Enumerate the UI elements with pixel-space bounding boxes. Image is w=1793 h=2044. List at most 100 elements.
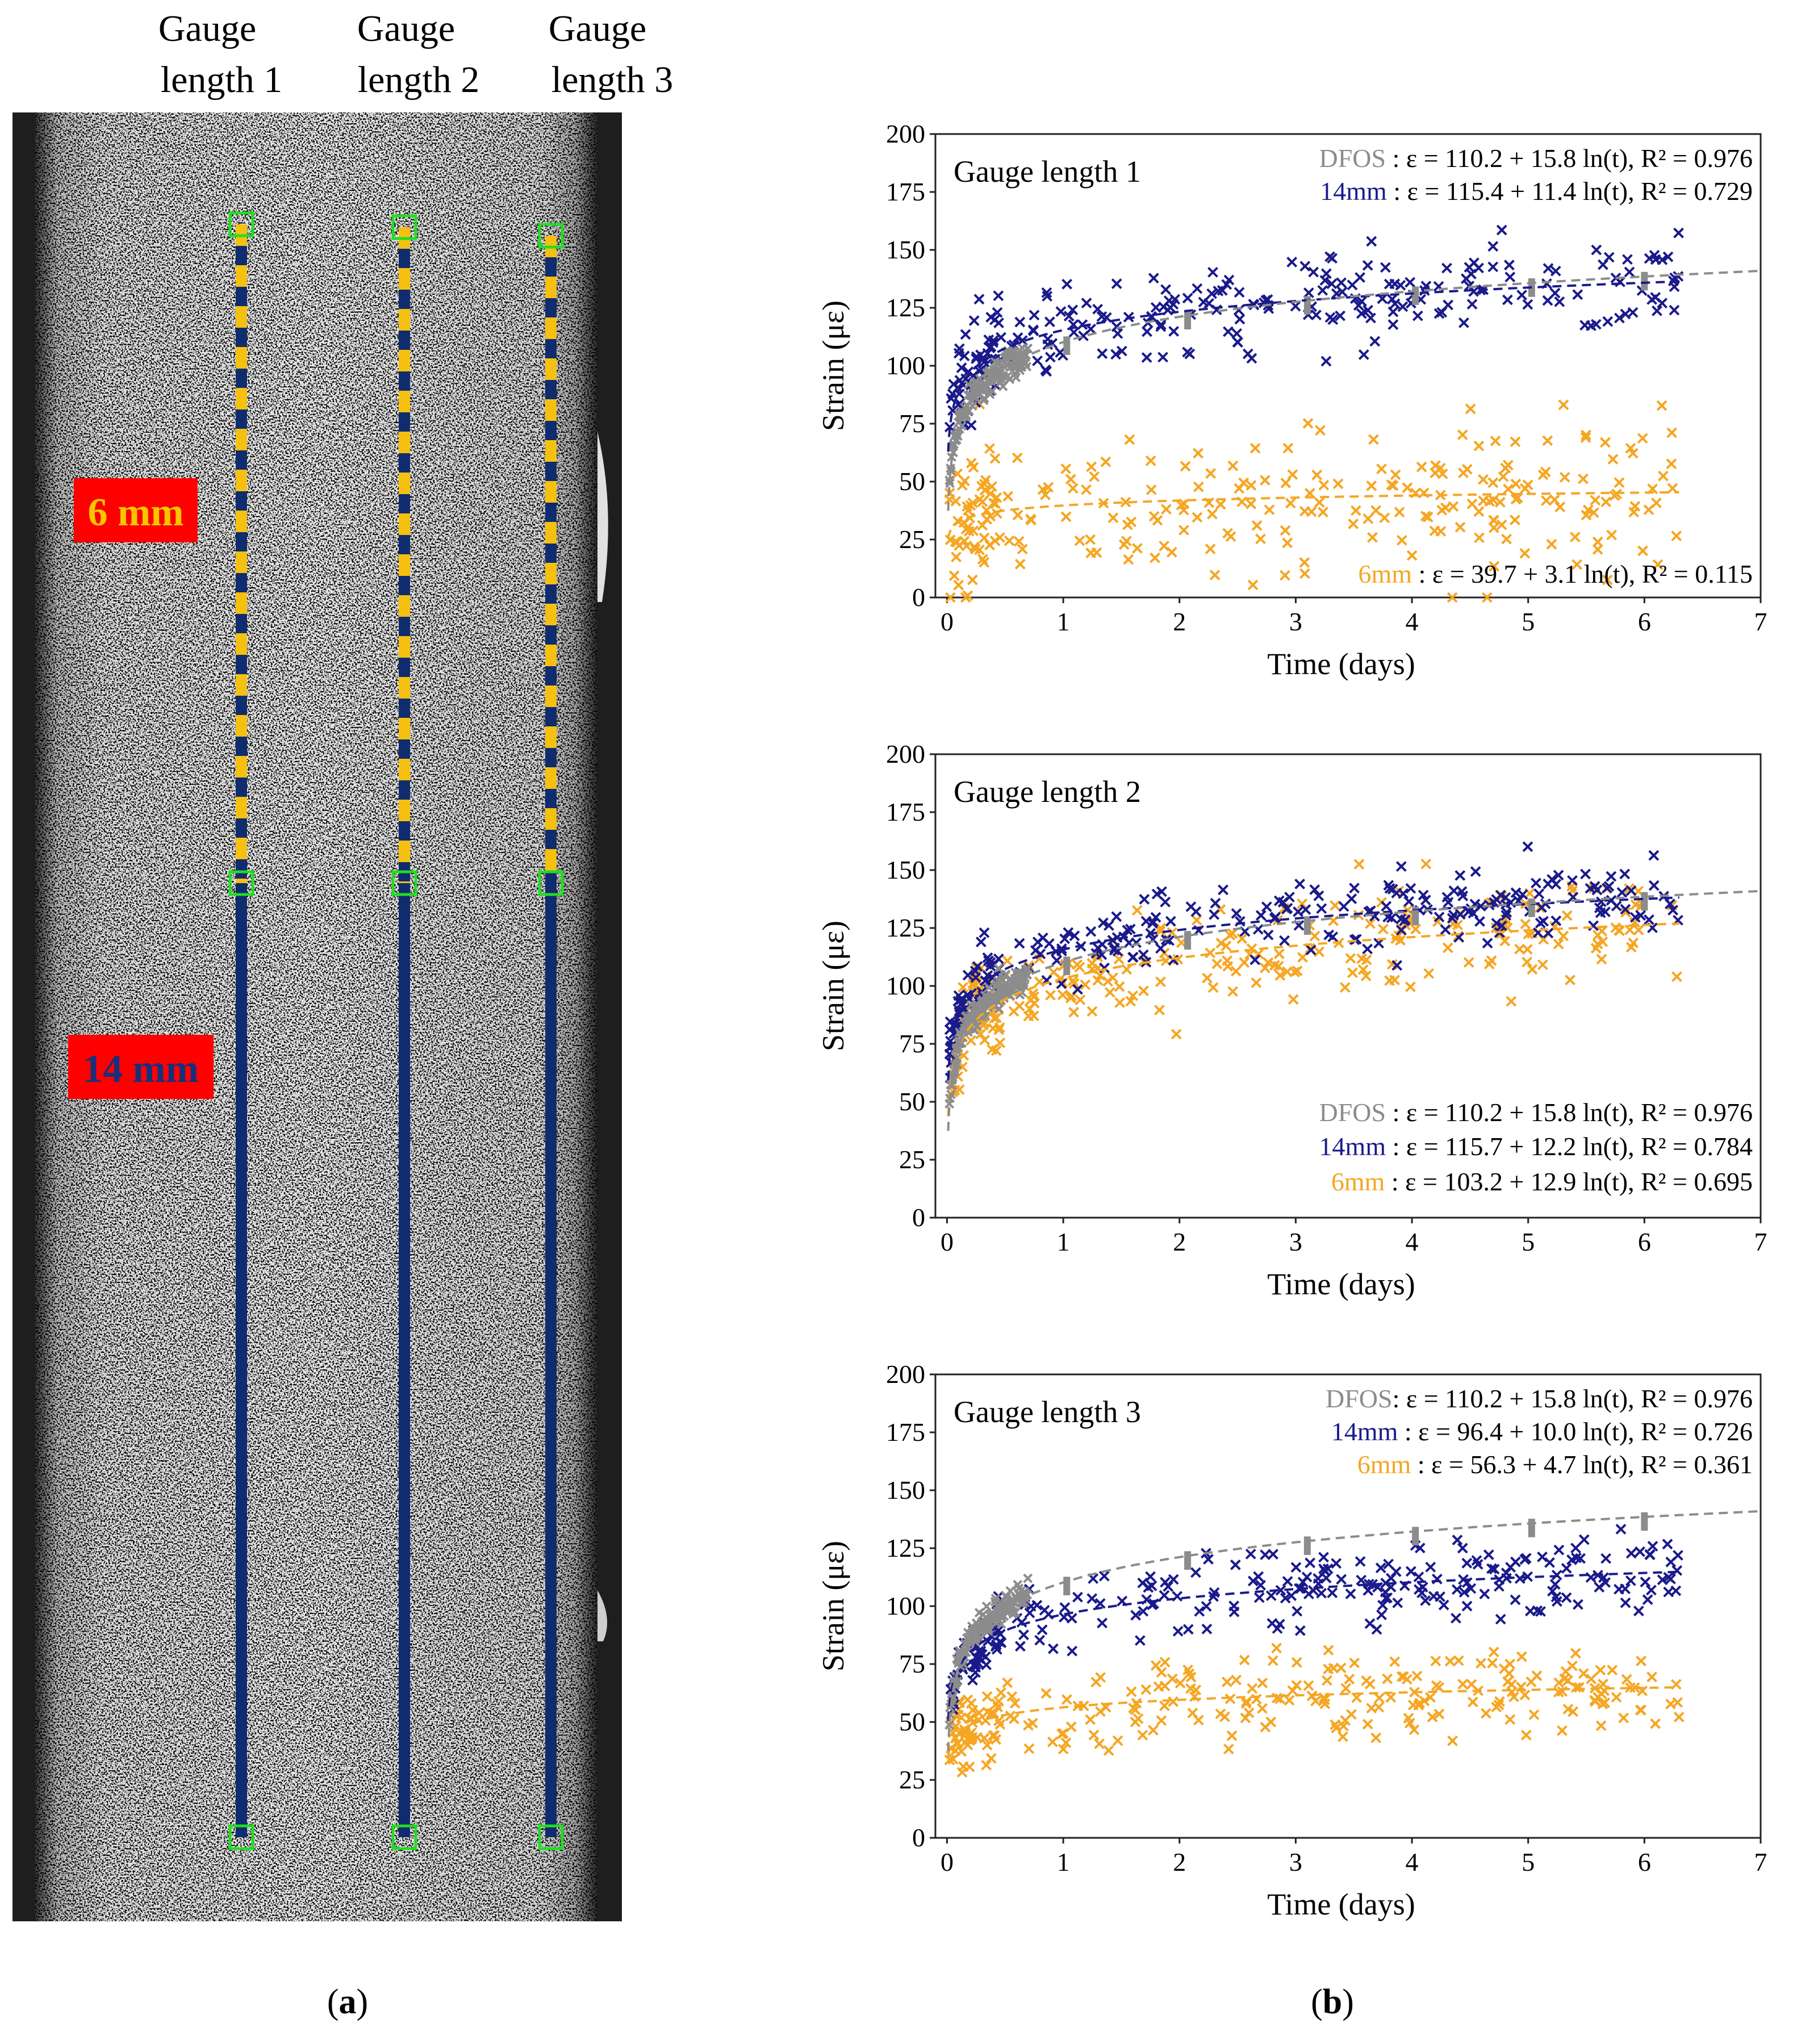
point-14mm <box>1041 287 1052 298</box>
point-6mm <box>1145 455 1156 466</box>
x-tick-label: 7 <box>1754 1227 1767 1256</box>
x-axis-label: Time (days) <box>1267 1267 1415 1301</box>
gauge-line-3 <box>538 223 564 1850</box>
equation-formula: : ε = 110.2 + 15.8 ln(t), R² = 0.976 <box>1393 1384 1753 1413</box>
point-6mm <box>1527 964 1538 975</box>
point-6mm <box>1365 918 1376 929</box>
label-6mm-background <box>74 478 198 542</box>
point-14mm <box>1625 1548 1637 1559</box>
point-6mm <box>1427 1711 1438 1723</box>
point-6mm <box>1368 434 1379 445</box>
point-dfos <box>1009 1607 1019 1617</box>
point-14mm <box>1573 1599 1583 1610</box>
point-dfos-cluster <box>1412 1527 1419 1546</box>
point-6mm <box>1366 480 1377 491</box>
point-6mm <box>1607 1665 1618 1675</box>
point-6mm <box>1088 1729 1100 1741</box>
point-6mm <box>1080 979 1091 990</box>
point-6mm <box>1065 992 1076 1004</box>
point-6mm <box>1394 507 1405 518</box>
point-14mm <box>1648 880 1660 891</box>
point-dfos-cluster <box>1528 898 1535 917</box>
point-14mm <box>1151 888 1163 900</box>
y-tick-label: 75 <box>899 1029 925 1058</box>
point-6mm <box>1100 456 1111 467</box>
point-6mm <box>1562 1703 1574 1715</box>
series-14mm-points <box>944 224 1684 433</box>
point-6mm <box>1265 1716 1277 1728</box>
point-14mm <box>1629 912 1641 923</box>
point-6mm <box>1520 1729 1532 1741</box>
x-tick-label: 6 <box>1638 1227 1651 1256</box>
point-14mm <box>1103 920 1114 931</box>
point-6mm <box>1621 1674 1632 1685</box>
point-6mm <box>1385 1692 1397 1703</box>
y-tick-label: 100 <box>886 971 925 1000</box>
point-6mm <box>1291 1680 1302 1691</box>
point-14mm <box>1561 1592 1572 1603</box>
point-6mm <box>1274 970 1286 981</box>
point-14mm <box>1353 300 1364 311</box>
point-6mm <box>962 590 973 601</box>
equation-6mm: 6mm : ε = 39.7 + 3.1 ln(t), R² = 0.115 <box>1359 559 1753 588</box>
point-14mm <box>1155 321 1167 332</box>
point-6mm <box>1222 528 1234 539</box>
point-6mm <box>1103 1745 1114 1756</box>
point-6mm <box>1104 987 1115 998</box>
point-6mm <box>967 980 979 991</box>
point-14mm <box>1588 920 1599 931</box>
point-6mm <box>1005 1710 1016 1721</box>
point-6mm <box>1549 494 1560 505</box>
point-6mm <box>961 540 972 551</box>
point-dfos <box>1005 1586 1015 1596</box>
point-6mm <box>1002 1677 1013 1688</box>
point-14mm <box>1474 916 1485 927</box>
point-14mm <box>1381 901 1392 912</box>
point-6mm <box>1643 504 1654 515</box>
point-14mm <box>1201 1600 1212 1612</box>
point-6mm <box>1570 1682 1582 1693</box>
point-6mm <box>1257 1703 1268 1714</box>
point-6mm <box>1140 1684 1152 1695</box>
point-6mm <box>1309 930 1320 942</box>
point-6mm <box>1094 970 1106 981</box>
point-dfos <box>972 1021 982 1031</box>
point-14mm <box>1320 268 1332 279</box>
point-6mm <box>1487 477 1499 488</box>
point-14mm <box>1143 1582 1154 1593</box>
point-14mm <box>1625 1575 1636 1586</box>
point-dfos-cluster <box>1528 1519 1535 1537</box>
point-6mm <box>1633 925 1644 936</box>
y-tick-label: 75 <box>899 1649 925 1678</box>
point-6mm <box>1457 1678 1469 1690</box>
point-14mm <box>1377 1599 1388 1611</box>
point-14mm <box>1168 326 1180 337</box>
point-6mm <box>1227 986 1239 997</box>
point-14mm <box>1405 883 1416 894</box>
point-6mm <box>1501 533 1512 545</box>
point-6mm <box>1004 535 1015 546</box>
point-6mm <box>1057 989 1068 1001</box>
point-6mm <box>1056 1728 1068 1740</box>
point-dfos <box>998 381 1008 391</box>
point-14mm <box>1554 296 1565 307</box>
point-6mm <box>1360 971 1372 981</box>
point-14mm <box>1309 884 1320 895</box>
point-14mm <box>1110 349 1122 360</box>
point-14mm <box>1392 1597 1403 1608</box>
point-14mm <box>1279 935 1290 946</box>
point-14mm <box>1123 311 1134 323</box>
equation-series-name: 14mm <box>1320 177 1387 206</box>
point-14mm <box>1468 286 1479 297</box>
point-14mm <box>1111 911 1122 922</box>
fit-curve-6mm <box>947 1686 1679 1758</box>
point-6mm <box>1023 1720 1034 1731</box>
point-14mm <box>1620 904 1631 915</box>
point-14mm <box>1387 319 1399 330</box>
speckle-pattern <box>35 112 597 1921</box>
point-14mm <box>1524 1606 1536 1617</box>
point-6mm <box>1089 471 1100 482</box>
point-6mm <box>1350 505 1361 516</box>
point-6mm <box>1078 1700 1089 1712</box>
point-dfos <box>979 393 989 403</box>
